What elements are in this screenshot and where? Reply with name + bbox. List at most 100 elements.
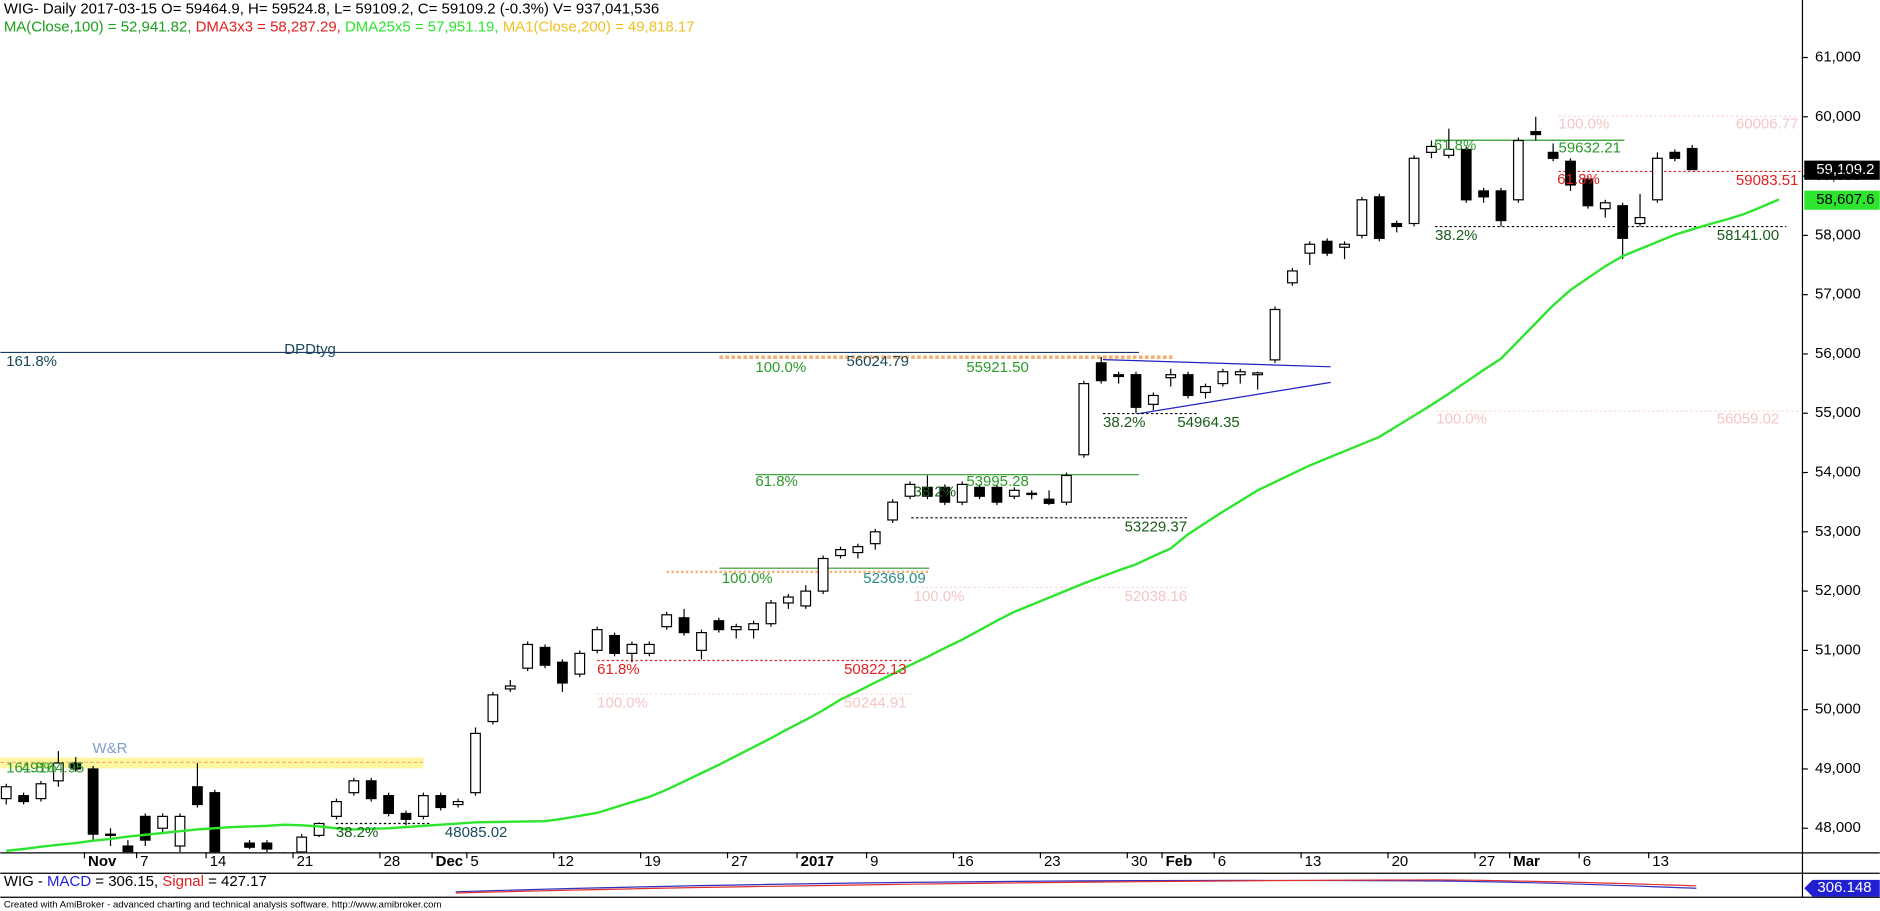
candle-body [922, 486, 933, 497]
candle-body [1026, 492, 1038, 496]
x-tick-label: 16 [957, 853, 974, 870]
candle-body [591, 629, 603, 651]
candle-body [661, 614, 673, 628]
legend-entry: DMA3x3 = 58,287.29, [196, 19, 345, 36]
macd-box [1804, 879, 1880, 897]
x-tick-label: 7 [140, 853, 148, 870]
ma-line [6, 198, 1780, 852]
candle-body [904, 483, 916, 497]
candle-body [887, 501, 899, 521]
x-tick-label: 14 [210, 853, 227, 870]
annotation: 56024.79 [847, 353, 909, 370]
candle-body [1426, 145, 1437, 153]
price-box-label: 59,109.2 [1816, 161, 1874, 178]
candle-body [991, 486, 1003, 503]
candle-body [365, 780, 377, 800]
signal-line [455, 879, 1697, 894]
candle-body [18, 795, 30, 803]
candle-body [1165, 374, 1177, 379]
drawings [0, 115, 1802, 825]
candle-body [35, 783, 47, 800]
candle-body [87, 768, 99, 835]
candle-body [209, 792, 221, 853]
candle-body [192, 786, 203, 806]
candle-body [105, 833, 116, 836]
candle-body [487, 694, 499, 723]
annotation: 52038.16 [1125, 588, 1187, 605]
candle-body [1217, 371, 1229, 385]
candle-body [1321, 240, 1333, 254]
candle-body [1408, 157, 1420, 225]
annotation: 100.0% [914, 588, 965, 605]
candle-body [470, 732, 481, 794]
macd-text: Signal [162, 873, 204, 890]
x-tick-label: 13 [1652, 853, 1669, 870]
macd-text: WIG - [4, 873, 47, 890]
candle-body [452, 800, 464, 806]
annotation: 38.2% [1103, 414, 1145, 431]
candle-body [557, 661, 568, 684]
annotation: 100.0% [1559, 116, 1610, 133]
x-tick-label: 20 [1392, 853, 1409, 870]
candle-body [1443, 148, 1455, 156]
annotation: 61.8% [597, 661, 639, 678]
price-marks [0, 116, 1780, 853]
candle-body [1200, 385, 1211, 394]
candle-body [1512, 139, 1524, 201]
annotation: 59083.51 [1736, 172, 1798, 189]
annotation: 61.8% [1434, 137, 1476, 154]
candle-body [296, 836, 308, 853]
x-tick-label: 28 [384, 853, 401, 870]
x-tick-label: Feb [1166, 853, 1193, 870]
macd-legend: WIG - MACD = 306.15, Signal = 427.17 [4, 873, 267, 890]
candle-body [1582, 178, 1594, 207]
annotation: 161.8% [6, 353, 57, 370]
annotation: 100.0% [755, 359, 806, 376]
annotation: DPDtyg [284, 341, 336, 358]
x-tick-label: Dec [436, 853, 463, 870]
candle-body [1617, 205, 1629, 239]
candle-body [1599, 202, 1611, 210]
candle-body [383, 795, 394, 815]
candle-body [852, 546, 864, 554]
y-tick-label: 56,000 [1815, 345, 1861, 362]
candle-body [1078, 382, 1090, 456]
candle-body [696, 632, 707, 651]
candle-body [1304, 243, 1316, 254]
candle-body [522, 643, 534, 669]
candle-body [1182, 374, 1194, 397]
ma-box-label: 58,607.6 [1816, 191, 1874, 208]
candle-body [1669, 151, 1681, 159]
y-tick-label: 60,000 [1815, 108, 1861, 125]
price-box [1804, 160, 1880, 180]
candle-body [400, 812, 412, 820]
candle-body [643, 643, 655, 654]
annotation: 38.2% [336, 824, 378, 841]
x-tick-label: 13 [1305, 853, 1322, 870]
candle-body [435, 795, 447, 809]
annotation: 49164.95 [22, 759, 84, 776]
candle-body [1547, 151, 1559, 159]
candle-body [1530, 131, 1542, 136]
x-tick-label: 30 [1131, 853, 1148, 870]
y-tick-label: 57,000 [1815, 286, 1861, 303]
y-tick-label: 49,000 [1815, 760, 1861, 777]
x-tick-label: Nov [88, 853, 117, 870]
annotation: 100.0% [1436, 410, 1487, 427]
candle-body [348, 780, 360, 794]
candle-body [765, 602, 777, 625]
candle-body [974, 486, 985, 497]
y-tick-label: 61,000 [1815, 48, 1861, 65]
y-tick-label: 54,000 [1815, 463, 1861, 480]
x-tick-label: Mar [1513, 853, 1540, 870]
footer: Created with AmiBroker - advanced charti… [4, 900, 442, 911]
annotation: 54964.35 [1177, 414, 1239, 431]
candle-body [869, 531, 881, 545]
x-tick-label: 6 [1218, 853, 1226, 870]
candle-body [782, 596, 794, 604]
x-tick-label: 23 [1044, 853, 1061, 870]
candle-body [678, 617, 690, 634]
candle-body [626, 643, 638, 654]
indicator-legend: MA(Close,100) = 52,941.82, DMA3x3 = 58,2… [4, 19, 695, 36]
